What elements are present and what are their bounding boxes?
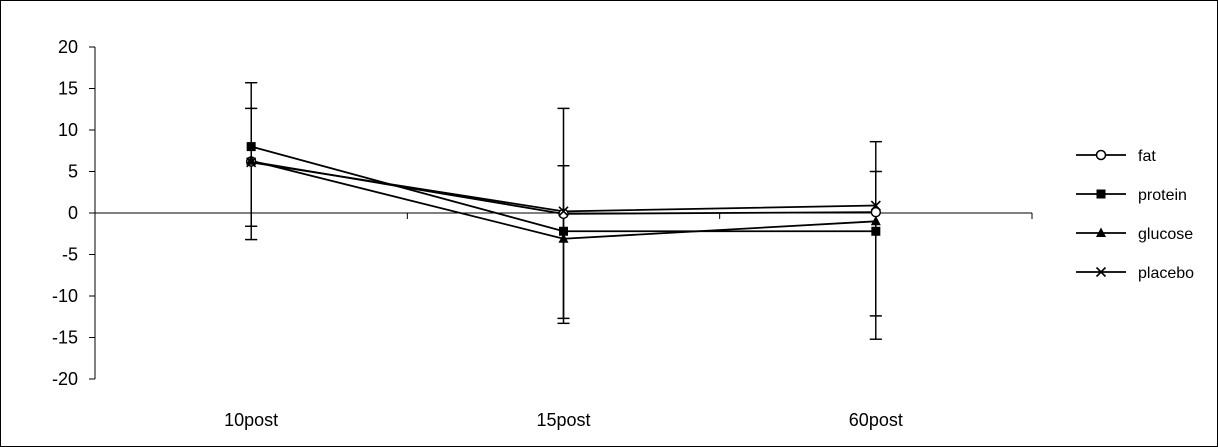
x-tick-label: 60post (849, 410, 903, 430)
y-tick-label: 10 (58, 120, 78, 140)
x-tick-label: 15post (536, 410, 590, 430)
data-point-glucose (246, 155, 257, 165)
data-point-placebo (246, 157, 257, 168)
legend-marker (1095, 149, 1107, 161)
legend-item-protein: protein (1076, 187, 1187, 204)
legend-label: protein (1138, 187, 1187, 204)
y-tick-label: 15 (58, 79, 78, 99)
y-tick-label: -20 (52, 369, 78, 389)
legend-marker (1096, 189, 1106, 199)
x-tick-label: 10post (224, 410, 278, 430)
y-tick-label: -5 (62, 245, 78, 265)
y-tick-label: -10 (52, 286, 78, 306)
legend-label: fat (1138, 148, 1156, 165)
y-tick-label: 20 (58, 37, 78, 57)
data-point-placebo (870, 200, 881, 211)
error-bar (245, 107, 258, 241)
data-point-protein (246, 142, 256, 152)
legend: fat protein glucose placebo (1076, 148, 1194, 282)
legend-marker (1095, 266, 1107, 278)
y-tick-label: -15 (52, 328, 78, 348)
data-point-fat (558, 208, 569, 220)
legend-label: placebo (1138, 265, 1194, 282)
data-point-protein (871, 226, 881, 236)
legend-label: glucose (1138, 226, 1193, 243)
error-bar (869, 170, 882, 340)
data-point-glucose (558, 233, 569, 243)
legend-item-glucose: glucose (1076, 226, 1193, 243)
data-point-placebo (558, 206, 569, 217)
data-point-protein (559, 226, 568, 236)
legend-item-fat: fat (1076, 148, 1156, 165)
y-tick-label: 0 (68, 203, 78, 223)
legend-marker (1096, 227, 1106, 237)
data-point-glucose (870, 215, 881, 226)
legend-item-placebo: placebo (1076, 265, 1194, 282)
series-markers (245, 142, 882, 243)
y-tick-label: 5 (68, 162, 78, 182)
